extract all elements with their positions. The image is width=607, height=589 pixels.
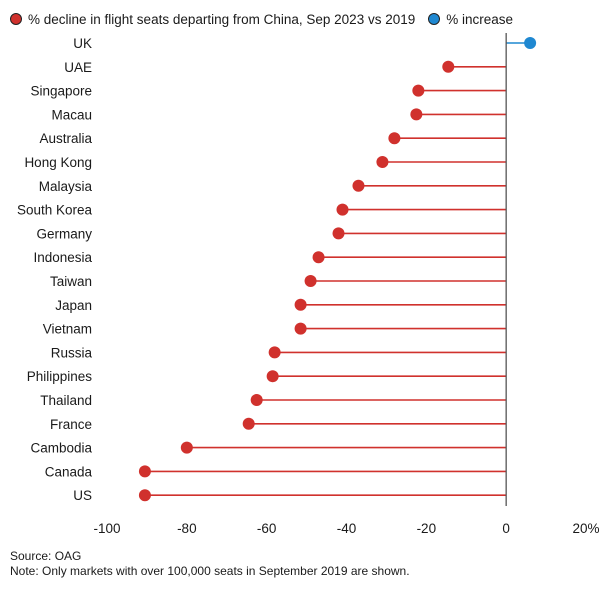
lollipop-dot-germany bbox=[332, 227, 345, 240]
lollipop-dot-japan bbox=[294, 298, 307, 311]
category-label-philippines: Philippines bbox=[27, 369, 93, 384]
lollipop-dot-macau bbox=[410, 108, 423, 121]
legend-label-increase: % increase bbox=[446, 11, 514, 27]
x-tick-label: -100 bbox=[93, 521, 120, 536]
footer: Source: OAG Note: Only markets with over… bbox=[10, 549, 410, 579]
lollipop-dot-philippines bbox=[266, 370, 279, 383]
category-label-australia: Australia bbox=[39, 131, 92, 146]
source-note: Source: OAG bbox=[10, 549, 82, 563]
category-label-south-korea: South Korea bbox=[17, 203, 93, 218]
lollipop-dot-france bbox=[242, 417, 255, 430]
category-label-indonesia: Indonesia bbox=[33, 250, 92, 265]
lollipop-dot-thailand bbox=[250, 394, 263, 406]
category-label-thailand: Thailand bbox=[40, 393, 92, 408]
category-label-us: US bbox=[73, 488, 92, 503]
x-axis-tick-labels: -100 -80 -60 -40 -20 0 20% bbox=[93, 521, 599, 536]
category-label-germany: Germany bbox=[36, 226, 92, 241]
category-label-vietnam: Vietnam bbox=[43, 322, 92, 337]
category-label-macau: Macau bbox=[51, 107, 92, 122]
x-tick-label: -60 bbox=[257, 521, 277, 536]
category-label-france: France bbox=[50, 417, 92, 432]
category-label-russia: Russia bbox=[51, 345, 93, 360]
lollipop-dot-us bbox=[138, 489, 151, 502]
category-labels: UK UAE Singapore Macau Australia Hong Kong Mal… bbox=[17, 36, 93, 503]
lollipop-dot-canada bbox=[138, 465, 151, 478]
legend-item-decline: % decline in flight seats departing from… bbox=[10, 12, 415, 27]
footnote: Note: Only markets with over 100,000 sea… bbox=[10, 564, 410, 578]
legend-dot-increase bbox=[428, 13, 441, 25]
category-label-malaysia: Malaysia bbox=[39, 179, 93, 194]
category-label-uk: UK bbox=[73, 36, 92, 51]
category-label-cambodia: Cambodia bbox=[30, 441, 92, 456]
category-label-uae: UAE bbox=[64, 60, 92, 75]
lollipop-dot-malaysia bbox=[352, 179, 365, 192]
lollipop-dot-south-korea bbox=[336, 203, 349, 216]
lollipop-chart: UK UAE Singapore Macau Australia Hong Kong Mal… bbox=[17, 33, 600, 536]
category-label-singapore: Singapore bbox=[30, 84, 92, 99]
category-label-hong-kong: Hong Kong bbox=[24, 155, 92, 170]
legend-label-decline: % decline in flight seats departing from… bbox=[28, 11, 416, 27]
lollipop-dot-taiwan bbox=[304, 275, 317, 287]
x-tick-label: -20 bbox=[417, 521, 437, 536]
x-tick-label: 20% bbox=[572, 521, 599, 536]
lollipop-dots bbox=[138, 37, 537, 502]
lollipop-dot-hong-kong bbox=[376, 156, 389, 168]
lollipop-lines bbox=[144, 42, 531, 497]
x-tick-label: -40 bbox=[337, 521, 357, 536]
legend-dot-decline bbox=[10, 13, 22, 25]
legend: % decline in flight seats departing from… bbox=[10, 10, 526, 28]
x-tick-label: 0 bbox=[502, 521, 510, 536]
lollipop-dot-russia bbox=[268, 346, 281, 359]
lollipop-dot-australia bbox=[388, 132, 401, 145]
x-tick-label: -80 bbox=[177, 521, 197, 536]
lollipop-dot-cambodia bbox=[180, 441, 193, 454]
lollipop-dot-uk bbox=[524, 37, 537, 49]
category-label-japan: Japan bbox=[55, 298, 92, 313]
legend-item-increase: % increase bbox=[428, 12, 513, 27]
category-label-taiwan: Taiwan bbox=[50, 274, 92, 289]
lollipop-dot-vietnam bbox=[294, 322, 307, 335]
lollipop-dot-uae bbox=[442, 60, 455, 73]
lollipop-dot-singapore bbox=[412, 84, 425, 97]
category-label-canada: Canada bbox=[45, 464, 93, 479]
lollipop-dot-indonesia bbox=[312, 251, 325, 264]
